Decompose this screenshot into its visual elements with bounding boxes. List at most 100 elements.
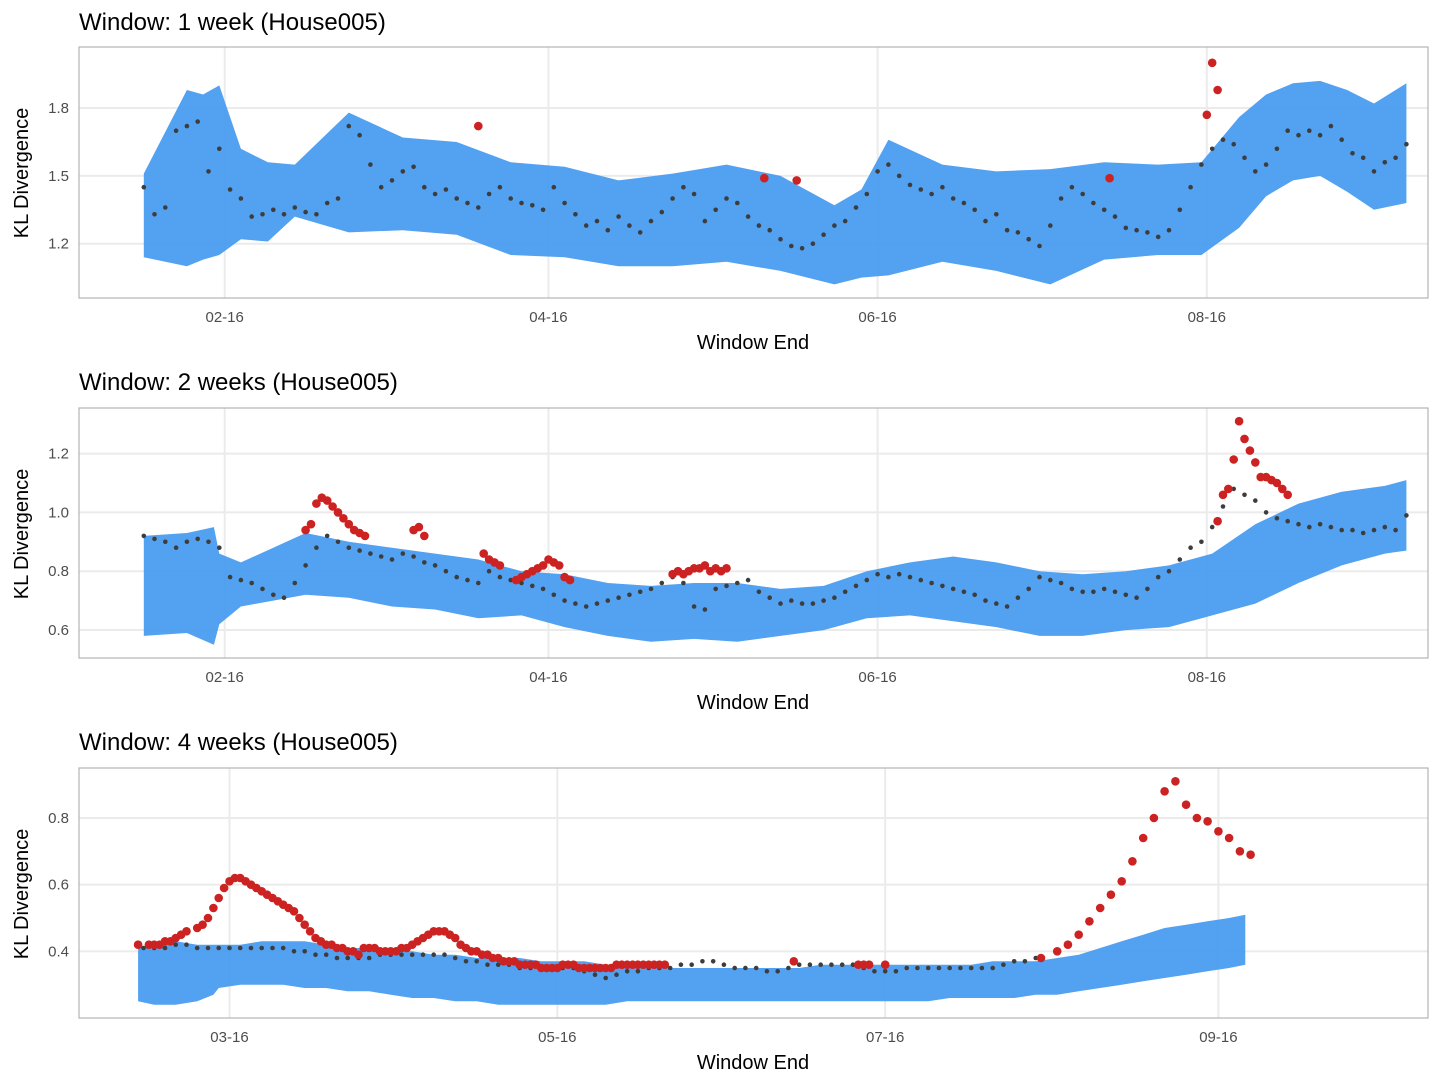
data-point	[184, 942, 189, 947]
data-point	[248, 945, 254, 951]
anomaly-point	[1149, 813, 1159, 823]
data-point	[141, 533, 147, 539]
data-point	[1080, 191, 1085, 197]
data-point	[624, 969, 630, 974]
data-point	[334, 955, 340, 961]
data-point	[1393, 527, 1398, 533]
data-point	[972, 207, 977, 213]
x-tick-label: 09-16	[1199, 1029, 1237, 1046]
data-point	[637, 589, 643, 595]
data-point	[422, 560, 427, 565]
data-point	[389, 557, 395, 562]
data-point	[530, 203, 535, 208]
data-point	[530, 583, 535, 589]
confidence-band	[138, 914, 1246, 1005]
anomaly-point	[789, 957, 799, 966]
data-point	[789, 243, 794, 249]
data-point	[961, 200, 967, 206]
data-point	[605, 598, 611, 603]
data-point	[1242, 492, 1247, 498]
data-point	[767, 595, 772, 600]
data-point	[400, 551, 406, 556]
data-point	[420, 952, 426, 957]
data-point	[1188, 545, 1193, 550]
anomaly-point	[700, 561, 710, 570]
data-point	[594, 218, 600, 224]
data-point	[184, 123, 190, 129]
data-point	[1112, 214, 1118, 219]
y-tick-label: 0.8	[48, 810, 69, 827]
anomaly-point	[295, 913, 304, 923]
data-point	[821, 598, 826, 603]
tick-labels: 03-16 05-16 07-16 09-16 0.4 0.6 0.8	[48, 810, 1237, 1046]
data-point	[648, 218, 654, 224]
data-point	[1231, 486, 1236, 492]
data-point	[775, 969, 780, 974]
data-point	[1263, 162, 1269, 167]
data-point	[1091, 589, 1096, 595]
data-point	[508, 196, 513, 201]
anomaly-point	[1117, 877, 1126, 886]
data-point	[411, 554, 416, 559]
y-tick-label: 1.8	[48, 100, 69, 117]
data-point	[303, 209, 308, 215]
anomaly-point	[1160, 787, 1169, 796]
data-point	[1026, 236, 1031, 242]
data-point	[929, 580, 934, 586]
data-point	[1112, 589, 1118, 595]
data-point	[486, 191, 492, 197]
anomaly-point	[1278, 484, 1287, 494]
data-point	[659, 209, 665, 215]
anomaly-point	[1085, 917, 1094, 926]
data-point	[271, 592, 276, 598]
data-point	[1307, 524, 1312, 530]
panel-border	[78, 46, 1429, 299]
plot-data	[141, 416, 1409, 645]
data-point	[710, 959, 716, 964]
data-point	[1209, 524, 1215, 530]
data-point	[271, 207, 276, 213]
data-point	[1231, 141, 1236, 147]
data-point	[173, 545, 179, 550]
data-point	[936, 965, 942, 971]
data-point	[497, 184, 503, 190]
data-point	[799, 601, 805, 606]
y-tick-label: 1.5	[48, 168, 69, 185]
data-point	[700, 959, 705, 964]
x-axis-title: Window End	[697, 1052, 809, 1074]
data-point	[227, 187, 233, 192]
data-point	[152, 212, 157, 217]
data-point	[508, 577, 513, 583]
anomaly-point	[1128, 857, 1137, 866]
data-point	[1199, 162, 1204, 167]
x-axis-title: Window End	[697, 332, 809, 354]
data-point	[958, 965, 963, 971]
data-point	[141, 184, 147, 190]
anomaly-point	[414, 522, 424, 532]
plot-data	[133, 777, 1255, 1005]
data-point	[940, 583, 945, 589]
data-point	[627, 592, 632, 598]
data-point	[1155, 574, 1161, 580]
data-point	[540, 586, 546, 592]
data-point	[454, 574, 460, 580]
anomaly-point	[182, 927, 191, 936]
data-point	[474, 959, 480, 964]
data-point	[540, 207, 546, 213]
data-point	[810, 241, 816, 246]
data-point	[1048, 223, 1053, 228]
data-point	[1317, 521, 1323, 527]
data-point	[1404, 141, 1409, 147]
data-point	[756, 589, 762, 595]
data-point	[551, 184, 557, 190]
data-point	[237, 945, 243, 951]
data-point	[842, 589, 848, 595]
data-point	[495, 962, 501, 967]
data-point	[886, 574, 891, 580]
data-point	[217, 545, 222, 550]
data-point	[431, 952, 437, 957]
data-point	[1339, 527, 1344, 533]
data-point	[832, 223, 837, 228]
data-point	[648, 586, 654, 592]
data-point	[799, 246, 805, 251]
